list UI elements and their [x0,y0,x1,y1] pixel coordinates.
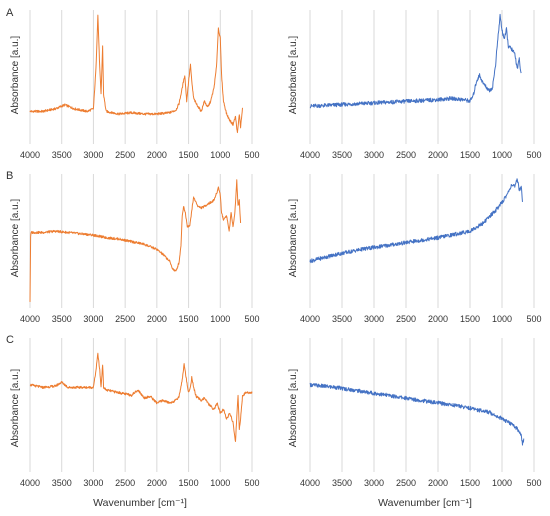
tick-label-1000: 1000 [210,478,230,488]
tick-label-3500: 3500 [52,478,72,488]
tick-label-2000: 2000 [428,314,448,324]
tick-label-3500: 3500 [332,314,352,324]
x-axis-label: Wavenumber [cm⁻¹] [93,497,187,509]
tick-label-2500: 2500 [396,150,416,160]
spectrum-line [29,179,242,302]
tick-label-3500: 3500 [332,478,352,488]
tick-label-2500: 2500 [115,478,135,488]
chart-c-right: Absorbance [a.u.] 4000 3500 3000 2500 2000 15… [288,338,542,509]
tick-label-2500: 2500 [115,150,135,160]
tick-label-3500: 3500 [52,314,72,324]
tick-label-1000: 1000 [210,314,230,324]
y-axis-label: Absorbance [a.u.] [10,199,21,278]
chart-a-left: Absorbance [a.u.] 4000 3500 3000 2500 2000 15… [10,10,260,160]
chart-b-right: Absorbance [a.u.] 4000 3500 3000 2500 2000 15… [288,174,542,324]
tick-label-500: 500 [526,150,541,160]
tick-label-2000: 2000 [147,150,167,160]
tick-label-500: 500 [244,150,259,160]
tick-label-4000: 4000 [300,478,320,488]
panel-letter-b: B [6,170,13,182]
tick-label-500: 500 [244,478,259,488]
tick-label-4000: 4000 [300,314,320,324]
tick-label-1000: 1000 [492,314,512,324]
y-axis-label: Absorbance [a.u.] [10,369,21,448]
tick-label-2000: 2000 [147,478,167,488]
tick-label-3000: 3000 [83,314,103,324]
tick-label-3000: 3000 [364,150,384,160]
tick-label-3000: 3000 [83,150,103,160]
tick-label-2500: 2500 [396,314,416,324]
tick-label-3500: 3500 [52,150,72,160]
spectrum-line [309,178,523,264]
y-axis-label: Absorbance [a.u.] [288,199,299,278]
tick-label-1000: 1000 [210,150,230,160]
tick-label-2000: 2000 [147,314,167,324]
tick-label-500: 500 [526,314,541,324]
y-axis-label: Absorbance [a.u.] [288,369,299,448]
spectrum-line [29,352,253,442]
tick-label-2500: 2500 [115,314,135,324]
tick-label-1500: 1500 [179,478,199,488]
spectrum-line [29,14,243,134]
panel-letter-a: A [6,7,14,19]
tick-label-1500: 1500 [460,150,480,160]
y-axis-label: Absorbance [a.u.] [288,36,299,115]
x-axis-label: Wavenumber [cm⁻¹] [378,497,472,509]
tick-label-3000: 3000 [364,314,384,324]
tick-label-1500: 1500 [460,314,480,324]
tick-label-1000: 1000 [492,150,512,160]
chart-a-right: Absorbance [a.u.] 4000 3500 3000 2500 2000 15… [288,10,542,160]
tick-label-4000: 4000 [20,478,40,488]
tick-label-4000: 4000 [20,314,40,324]
tick-label-500: 500 [526,478,541,488]
tick-label-1000: 1000 [492,478,512,488]
tick-label-3000: 3000 [364,478,384,488]
spectrum-line [309,13,522,109]
tick-label-2000: 2000 [428,478,448,488]
tick-label-4000: 4000 [20,150,40,160]
chart-c-left: Absorbance [a.u.] 4000 3500 3000 2500 2000 15… [10,338,260,509]
tick-label-4000: 4000 [300,150,320,160]
y-axis-label: Absorbance [a.u.] [10,36,21,115]
tick-label-1500: 1500 [179,314,199,324]
spectrum-line [309,382,525,446]
tick-label-2000: 2000 [428,150,448,160]
panel-letter-c: C [6,334,14,346]
tick-label-3000: 3000 [83,478,103,488]
chart-b-left: Absorbance [a.u.] 4000 3500 3000 2500 2000 15… [10,174,260,324]
tick-label-1500: 1500 [460,478,480,488]
tick-label-3500: 3500 [332,150,352,160]
tick-label-500: 500 [244,314,259,324]
tick-label-1500: 1500 [179,150,199,160]
tick-label-2500: 2500 [396,478,416,488]
